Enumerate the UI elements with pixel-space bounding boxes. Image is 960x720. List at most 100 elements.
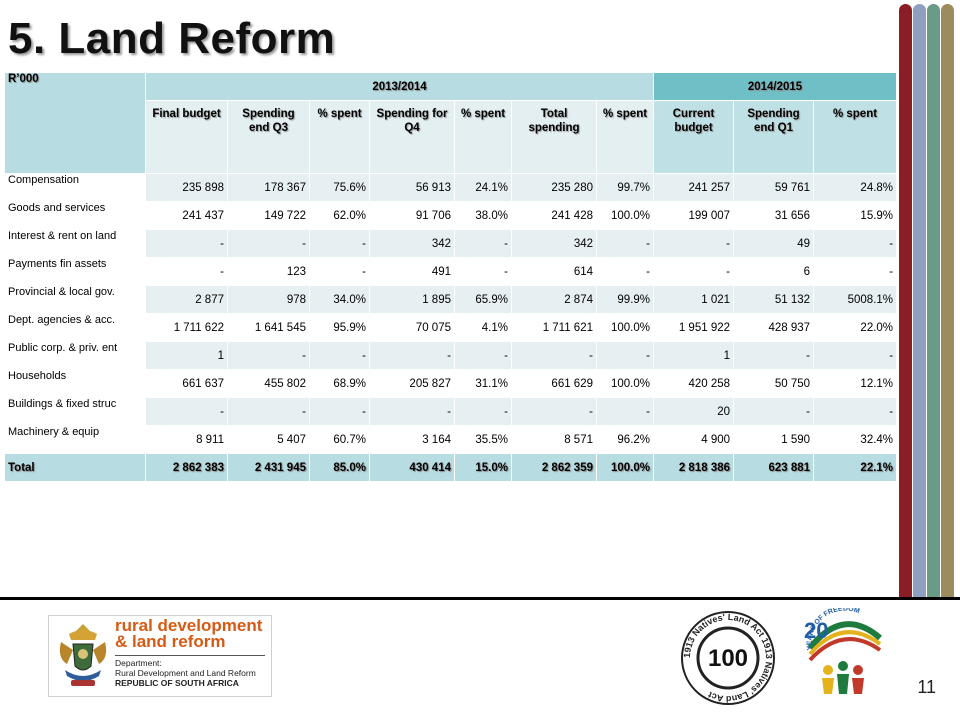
cell: - <box>595 257 655 286</box>
cell: 65.9% <box>454 285 512 314</box>
cell: - <box>595 397 655 426</box>
cell: - <box>454 341 512 370</box>
accent-bar-blue <box>913 4 926 599</box>
cell: 24.8% <box>813 173 898 202</box>
cell: 661 637 <box>145 369 228 398</box>
total-cell: 85.0% <box>309 453 370 482</box>
cell: 199 007 <box>653 201 735 230</box>
land-act-centenary-seal-icon: 1913 Natives' Land Act 1913 Natives' Lan… <box>678 608 778 708</box>
cell: 99.7% <box>595 173 655 202</box>
table-row: Payments fin assets - 123 - 491 - 614 - … <box>4 257 898 286</box>
year-2013-header: 2013/2014 <box>144 72 655 101</box>
cell: - <box>733 397 815 426</box>
cell: 235 280 <box>511 173 597 202</box>
cell: 1 <box>145 341 228 370</box>
row-label: Buildings & fixed struc <box>4 397 146 426</box>
cell: 428 937 <box>733 313 815 342</box>
col-header-pct-spent-q3: % spent <box>309 100 370 174</box>
cell: 1 021 <box>653 285 735 314</box>
row-label: Machinery & equip <box>4 425 146 454</box>
cell: - <box>813 341 898 370</box>
total-cell: 430 414 <box>369 453 455 482</box>
cell: 12.1% <box>813 369 898 398</box>
cell: 3 164 <box>369 425 455 454</box>
col-header-pct-spent-total: % spent <box>595 100 655 174</box>
table-row: Goods and services 241 437 149 722 62.0%… <box>4 201 898 230</box>
total-cell: 623 881 <box>733 453 815 482</box>
cell: 1 711 622 <box>145 313 228 342</box>
cell: 20 <box>653 397 735 426</box>
cell: - <box>369 397 455 426</box>
cell: 59 761 <box>733 173 815 202</box>
cell: 51 132 <box>733 285 815 314</box>
cell: 978 <box>227 285 310 314</box>
total-cell: 2 862 383 <box>145 453 228 482</box>
total-cell: 22.1% <box>813 453 898 482</box>
logo-department-text: Department: Rural Development and Land R… <box>115 655 265 688</box>
table-row: Dept. agencies & acc. 1 711 622 1 641 54… <box>4 313 898 342</box>
footer-divider <box>0 597 960 600</box>
cell: - <box>227 229 310 258</box>
cell: 614 <box>511 257 597 286</box>
cell: 95.9% <box>309 313 370 342</box>
cell: 4.1% <box>454 313 512 342</box>
cell: 1 951 922 <box>653 313 735 342</box>
total-cell: 100.0% <box>595 453 655 482</box>
unit-header: R’000 <box>4 72 146 174</box>
cell: - <box>454 257 512 286</box>
cell: 100.0% <box>595 201 655 230</box>
cell: - <box>653 257 735 286</box>
year-2014-header: 2014/2015 <box>653 72 898 101</box>
cell: - <box>454 229 512 258</box>
row-label: Payments fin assets <box>4 257 146 286</box>
cell: - <box>653 229 735 258</box>
cell: 91 706 <box>369 201 455 230</box>
cell: 178 367 <box>227 173 310 202</box>
cell: 241 437 <box>145 201 228 230</box>
page-number: 11 <box>917 677 936 697</box>
cell: - <box>309 397 370 426</box>
cell: 342 <box>511 229 597 258</box>
accent-bar-red <box>899 4 912 599</box>
cell: 56 913 <box>369 173 455 202</box>
col-header-current-budget: Current budget <box>653 100 735 174</box>
total-cell: 2 862 359 <box>511 453 597 482</box>
col-header-total-spending: Total spending <box>511 100 597 174</box>
budget-table: R’000 2013/2014 2014/2015 Final budget S… <box>4 72 898 482</box>
cell: 70 075 <box>369 313 455 342</box>
col-header-final-budget: Final budget <box>145 100 228 174</box>
row-label: Households <box>4 369 146 398</box>
total-cell: 15.0% <box>454 453 512 482</box>
logo-name: rural development & land reform <box>115 616 263 651</box>
cell: - <box>595 229 655 258</box>
cell: 205 827 <box>369 369 455 398</box>
cell: 62.0% <box>309 201 370 230</box>
cell: - <box>145 257 228 286</box>
cell: 491 <box>369 257 455 286</box>
cell: 2 877 <box>145 285 228 314</box>
cell: 4 900 <box>653 425 735 454</box>
cell: 342 <box>369 229 455 258</box>
cell: 24.1% <box>454 173 512 202</box>
cell: - <box>595 341 655 370</box>
cell: 1 641 545 <box>227 313 310 342</box>
cell: - <box>309 341 370 370</box>
freedom-number: 20 <box>804 618 828 643</box>
col-header-spending-q3: Spending end Q3 <box>227 100 310 174</box>
cell: 8 571 <box>511 425 597 454</box>
table-row: Interest & rent on land - - - 342 - 342 … <box>4 229 898 258</box>
table-row: Public corp. & priv. ent 1 - - - - - - 1… <box>4 341 898 370</box>
cell: 75.6% <box>309 173 370 202</box>
cell: - <box>454 397 512 426</box>
cell: - <box>145 397 228 426</box>
cell: 123 <box>227 257 310 286</box>
table-row: Compensation 235 898 178 367 75.6% 56 91… <box>4 173 898 202</box>
cell: 49 <box>733 229 815 258</box>
cell: 420 258 <box>653 369 735 398</box>
cell: 241 428 <box>511 201 597 230</box>
cell: 6 <box>733 257 815 286</box>
accent-bar-gold <box>941 4 954 599</box>
cell: 241 257 <box>653 173 735 202</box>
cell: 5 407 <box>227 425 310 454</box>
col-header-spending-q1: Spending end Q1 <box>733 100 815 174</box>
